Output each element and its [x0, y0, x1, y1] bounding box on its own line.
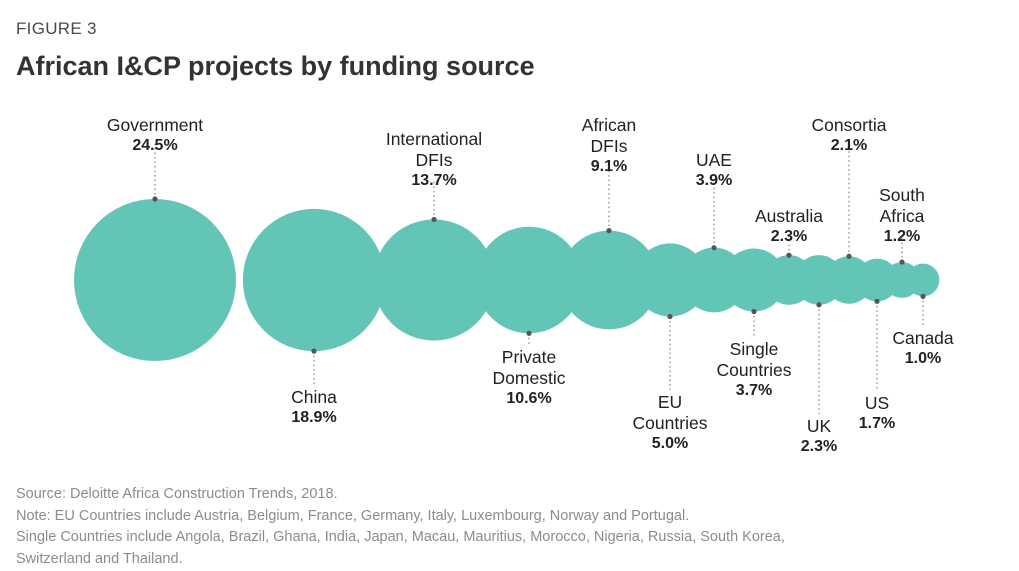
bubble-name-label: Countries — [717, 360, 792, 380]
bubble-value-label: 1.2% — [884, 228, 920, 245]
leader-dot — [526, 330, 532, 336]
bubble-name-label: Africa — [880, 206, 925, 226]
leader-dot — [874, 298, 880, 304]
bubble-name-label: Domestic — [493, 368, 566, 388]
bubble-value-label: 18.9% — [291, 409, 336, 426]
leader-dot — [431, 216, 437, 223]
bubble-name-label: UK — [807, 416, 832, 436]
bubble-group: China 18.9% — [242, 208, 386, 426]
leader-dot — [711, 245, 717, 251]
bubble-name-label: DFIs — [416, 150, 453, 170]
bubble-value-label: 3.7% — [736, 382, 772, 399]
chart-title: African I&CP projects by funding source — [16, 51, 535, 81]
bubble — [722, 248, 786, 312]
bubble-value-label: 10.6% — [506, 390, 551, 407]
source-note: Source: Deloitte Africa Construction Tre… — [16, 486, 338, 502]
bubble — [74, 199, 236, 361]
leader-dot — [899, 259, 905, 265]
single-countries-note-line2: Switzerland and Thailand. — [16, 550, 183, 567]
bubble — [373, 219, 495, 341]
bubble-name-label: Australia — [755, 206, 823, 226]
leader-dot — [786, 252, 792, 258]
leader-dot — [846, 253, 852, 259]
bubble-name-label: Private — [502, 347, 556, 367]
bubble-name-label: Countries — [633, 413, 708, 433]
bubble — [475, 226, 583, 334]
bubble — [559, 230, 659, 330]
bubble-value-label: 24.5% — [132, 137, 177, 154]
bubble-name-label: EU — [658, 392, 682, 412]
leader-dot — [920, 293, 926, 299]
bubble-name-label: DFIs — [591, 136, 628, 156]
bubble-name-label: UAE — [696, 150, 732, 170]
bubble-name-label: US — [865, 393, 889, 413]
bubble-name-label: Government — [107, 115, 203, 135]
bubble-name-label: China — [291, 387, 337, 407]
leader-dot — [667, 313, 673, 320]
bubble — [242, 208, 386, 352]
leader-dot — [311, 348, 317, 354]
bubble-value-label: 2.3% — [801, 438, 837, 455]
chart-notes: Source: Deloitte Africa Construction Tre… — [16, 484, 1006, 570]
leader-dot — [751, 308, 757, 315]
bubble-group: Government 24.5% — [74, 115, 236, 361]
bubble-chart: Government24.5%China18.9%InternationalDF… — [74, 115, 954, 455]
bubble-name-label: Single — [730, 339, 779, 359]
bubble-value-label: 3.9% — [696, 172, 732, 189]
bubble-value-label: 2.1% — [831, 137, 867, 154]
bubble-value-label: 13.7% — [411, 172, 456, 189]
bubble-name-label: African — [582, 115, 636, 135]
bubble-name-label: Consortia — [812, 115, 887, 135]
single-countries-note-line1: Single Countries include Angola, Brazil,… — [16, 529, 785, 545]
bubble-value-label: 1.0% — [905, 350, 941, 367]
figure-label: FIGURE 3 — [16, 19, 97, 38]
bubble-value-label: 5.0% — [652, 435, 688, 452]
bubble-name-label: Canada — [892, 328, 954, 348]
bubble-name-label: International — [386, 129, 482, 149]
bubble-value-label: 9.1% — [591, 158, 627, 175]
eu-countries-note: Note: EU Countries include Austria, Belg… — [16, 507, 690, 524]
leader-dot — [606, 228, 612, 234]
leader-dot — [152, 196, 158, 202]
leader-dot — [816, 302, 822, 308]
bubble-value-label: 1.7% — [859, 415, 895, 432]
bubble — [906, 263, 940, 297]
bubble-name-label: South — [879, 185, 925, 205]
bubble-value-label: 2.3% — [771, 228, 807, 245]
bubble-group: Canada 1.0% — [892, 263, 954, 367]
